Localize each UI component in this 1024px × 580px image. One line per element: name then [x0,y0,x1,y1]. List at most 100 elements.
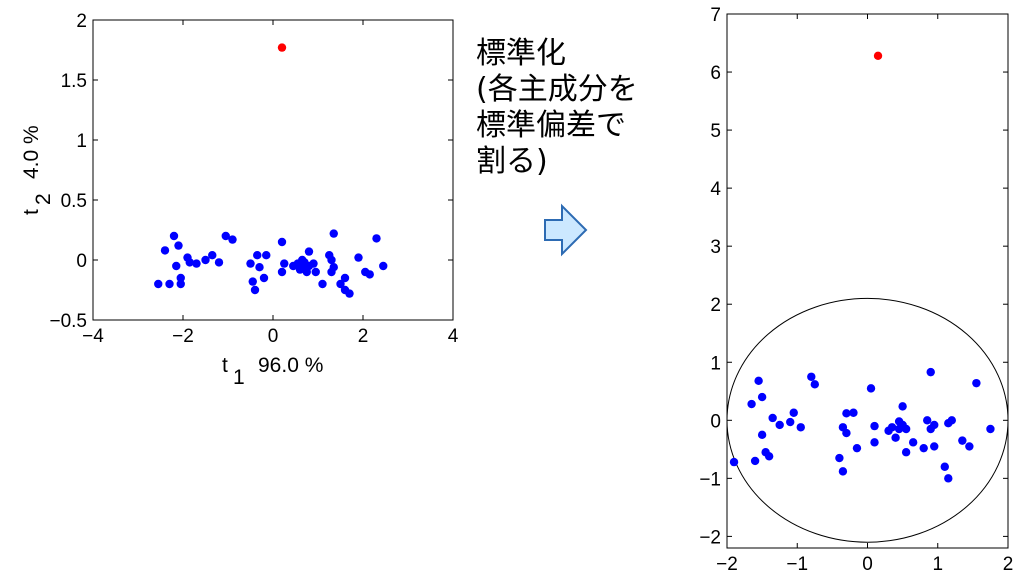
y-tick-label: −1 [699,469,721,490]
data-point [365,270,374,279]
data-point [775,420,784,430]
data-point [327,255,336,265]
y-tick-label: 0.5 [61,191,87,212]
data-point [277,237,287,247]
y-tick-label: 4 [710,179,721,200]
y-tick-label: 3 [710,237,721,258]
chart1-axes-box [92,19,454,321]
data-point [838,467,848,476]
data-point [340,273,350,283]
data-point [201,255,210,265]
data-point [898,402,907,411]
data-point [757,430,767,440]
data-point [174,241,183,250]
data-point [757,392,767,402]
data-point [185,258,194,267]
data-point [729,457,739,467]
data-point [176,279,185,289]
x-tick-label: 2 [358,326,369,347]
data-point [169,231,179,241]
chart1-xlabel: t 1 96.0 % [222,354,323,389]
data-point [309,259,318,268]
data-point [926,367,935,377]
data-point [796,423,805,432]
data-point [930,442,939,451]
data-point [810,380,820,389]
y-tick-label: 1 [710,353,721,374]
y-tick-label: 0 [76,251,87,272]
data-point [747,399,756,409]
data-point [280,259,289,268]
data-point [379,261,388,271]
scatter-chart-raw: −4 −2 0 2 4 −0.5 0 0.5 1 1.5 2 t 1 96.0 % t 2 4.0… [20,11,459,389]
xlabel-subscript: 1 [233,366,245,389]
y-tick-label: −2 [699,527,721,548]
right-arrow-icon [544,203,588,257]
data-point [354,253,363,262]
data-point [259,273,269,283]
y-tick-label: 2 [710,295,721,316]
data-point [329,229,338,238]
ylabel-subscript: 2 [32,193,55,205]
data-point [768,413,777,423]
data-point [336,279,345,289]
scatter-chart-standardized: −2 −1 0 1 2 −2 −1 0 1 2 3 4 5 6 7 [699,5,1013,575]
chart2-axes-box [726,13,1009,549]
x-tick-label: 0 [268,326,279,347]
data-point [958,436,967,445]
data-point [930,420,939,430]
data-point [262,251,271,260]
data-point [754,376,763,386]
y-tick-label: 6 [710,63,721,84]
confidence-ellipse [726,297,1009,543]
data-point [986,424,995,434]
data-point [842,409,851,418]
data-point [835,453,844,463]
y-tick-label: 1.5 [61,71,87,92]
data-point [221,231,230,241]
data-point [176,273,185,283]
xlabel-symbol: t [222,354,228,377]
data-point [870,438,879,447]
data-point [786,417,795,427]
data-point [345,289,354,298]
x-tick-label: 2 [1003,554,1014,575]
data-point [807,372,816,381]
data-point [838,423,848,432]
data-point [304,247,314,256]
chart1-ylabel: t 2 4.0 % [20,125,55,215]
data-point [940,462,949,471]
data-point [192,259,201,268]
y-tick-label: 5 [710,121,721,142]
xlabel-text: 96.0 % [258,354,323,377]
x-tick-label: −1 [786,554,808,575]
data-point [908,438,918,447]
data-point [750,456,760,466]
data-point [849,408,858,417]
x-tick-label: −2 [716,554,738,575]
data-point [277,267,287,277]
standardization-note: 標準化 (各主成分を 標準偏差で 割る) [476,36,638,179]
data-point [972,378,981,388]
y-tick-label: 7 [710,5,721,26]
x-tick-label: −4 [82,326,104,347]
data-point [172,261,181,271]
data-point [965,442,974,451]
data-point [764,452,774,461]
data-point [248,277,257,286]
data-point [250,285,260,295]
data-point [870,421,879,431]
data-point [246,259,255,268]
data-point [160,246,170,255]
data-point [253,251,262,260]
y-tick-label: 0 [710,411,721,432]
data-point [165,279,174,289]
data-point [887,423,897,432]
data-point [154,279,163,289]
x-tick-label: 1 [932,554,943,575]
data-point [372,234,381,243]
data-point [228,235,237,244]
data-point [214,258,224,267]
x-tick-label: 4 [448,326,459,347]
